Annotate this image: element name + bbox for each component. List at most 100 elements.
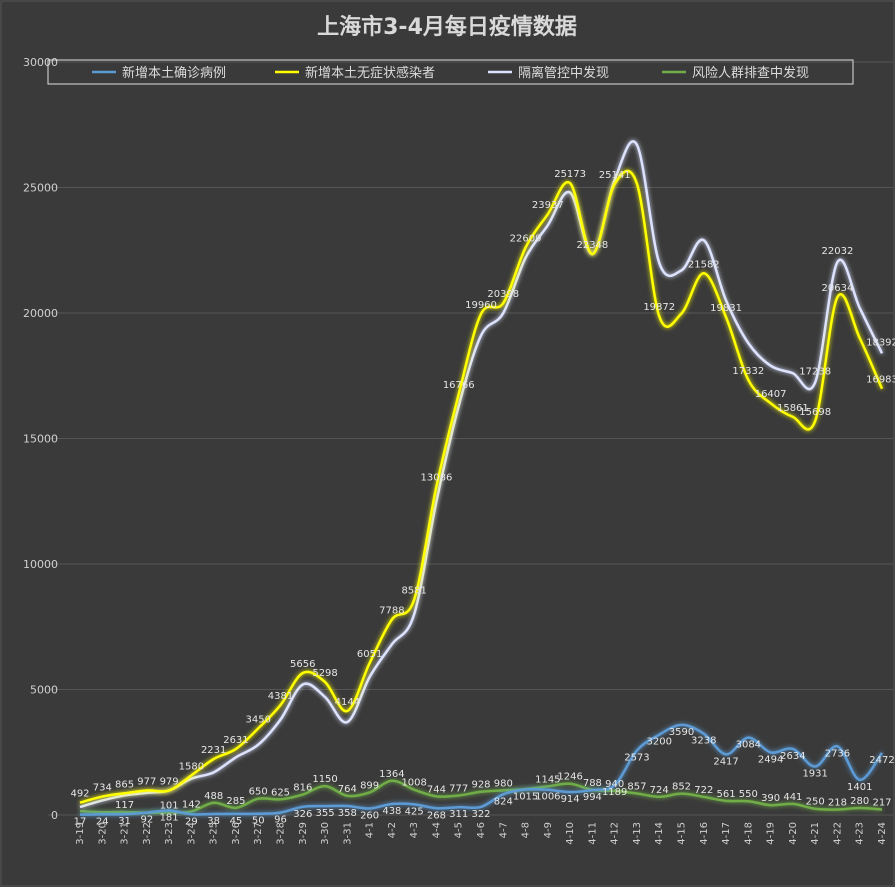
data-label: 217 [872,798,891,809]
x-tick-label: 4-1 [365,822,376,838]
x-tick-label: 3-22 [142,822,153,845]
data-label: 21582 [688,259,720,270]
data-label: 23937 [532,200,564,211]
series-line-1 [79,169,884,804]
data-label: 914 [561,794,580,805]
data-label: 488 [204,791,223,802]
x-tick-label: 3-23 [164,822,175,845]
data-label: 285 [226,796,245,807]
data-label: 899 [360,780,379,791]
x-tick-label: 3-31 [342,822,353,845]
data-label: 625 [271,787,290,798]
legend-label: 新增本土确诊病例 [122,65,226,81]
data-label: 977 [137,776,156,787]
data-label: 142 [182,799,201,810]
data-label: 724 [650,785,669,796]
x-tick-label: 4-19 [766,822,777,845]
data-label: 1931 [802,769,827,780]
data-label: 1006 [535,792,560,803]
data-label: 13086 [421,473,453,484]
data-label: 358 [338,808,357,819]
data-label: 852 [672,782,691,793]
y-tick-label: 30000 [23,56,58,69]
x-tick-label: 4-12 [610,822,621,845]
y-tick-label: 0 [51,809,58,822]
data-label: 22609 [510,234,542,245]
data-label: 2631 [223,735,248,746]
legend-box [47,59,854,85]
x-tick-label: 3-20 [97,822,108,845]
x-tick-label: 3-21 [120,822,131,845]
data-label: 5656 [290,659,315,670]
data-label: 940 [605,779,624,790]
x-tick-label: 4-4 [431,822,442,838]
x-tick-label: 4-21 [810,822,821,845]
data-label: 824 [494,796,513,807]
x-tick-label: 4-22 [832,822,843,845]
data-label: 20634 [822,283,854,294]
data-label: 425 [405,806,424,817]
data-label: 734 [93,783,112,794]
data-label: 1580 [179,761,204,772]
data-label: 390 [761,793,780,804]
data-label: 5298 [312,668,337,679]
x-axis: 3-19 3-20 3-21 3-22 3-23 3-24 3-25 3-26 3-27 3-28… [75,822,888,845]
x-tick-label: 4-5 [454,822,465,838]
data-label: 2417 [713,756,738,767]
data-label: 15698 [799,407,831,418]
x-tick-label: 3-25 [209,822,220,845]
data-label: 24 [96,816,109,827]
data-label: 777 [449,783,468,794]
x-tick-label: 4-13 [632,822,643,845]
data-label: 181 [160,812,179,823]
data-label: 8581 [401,586,426,597]
data-label: 3450 [245,714,270,725]
data-label: 1008 [401,778,426,789]
x-tick-label: 4-3 [409,822,420,838]
data-label: 17332 [732,366,764,377]
gridlines [48,61,893,816]
data-label: 19960 [465,300,497,311]
data-label: 1364 [379,769,404,780]
data-label: 438 [382,806,401,817]
data-label: 16766 [443,380,475,391]
y-tick-label: 15000 [23,433,58,446]
y-tick-label: 20000 [23,307,58,320]
data-label: 764 [338,784,357,795]
data-label: 50 [252,816,265,827]
data-label: 4144 [335,697,360,708]
data-label: 355 [316,808,335,819]
x-tick-label: 3-30 [320,822,331,845]
data-label: 25141 [599,170,631,181]
data-label: 1145 [535,774,560,785]
data-label: 218 [828,798,847,809]
data-label: 2573 [624,752,649,763]
data-label: 492 [70,789,89,800]
data-label: 1189 [602,787,627,798]
data-label: 2494 [758,754,783,765]
data-label: 117 [115,800,134,811]
chart-title: 上海市3-4月每日疫情数据 [317,14,577,40]
data-label: 857 [627,781,646,792]
series-group [79,140,884,816]
data-label: 3200 [646,737,671,748]
y-axis: 0 5000 10000 15000 20000 25000 30000 [23,56,58,822]
x-tick-label: 4-6 [476,822,487,838]
data-label: 7788 [379,606,404,617]
series-line-2 [79,140,884,809]
data-label: 280 [850,796,869,807]
data-label: 4381 [268,691,293,702]
x-tick-label: 4-9 [543,822,554,838]
data-label: 22348 [576,240,608,251]
x-tick-label: 4-14 [654,822,665,845]
data-label: 650 [249,787,268,798]
data-label: 865 [115,779,134,790]
data-label: 722 [694,785,713,796]
data-label: 17238 [799,366,831,377]
data-label: 980 [494,778,513,789]
data-label: 18392 [866,337,895,348]
data-label: 101 [160,800,179,811]
data-label: 550 [739,789,758,800]
